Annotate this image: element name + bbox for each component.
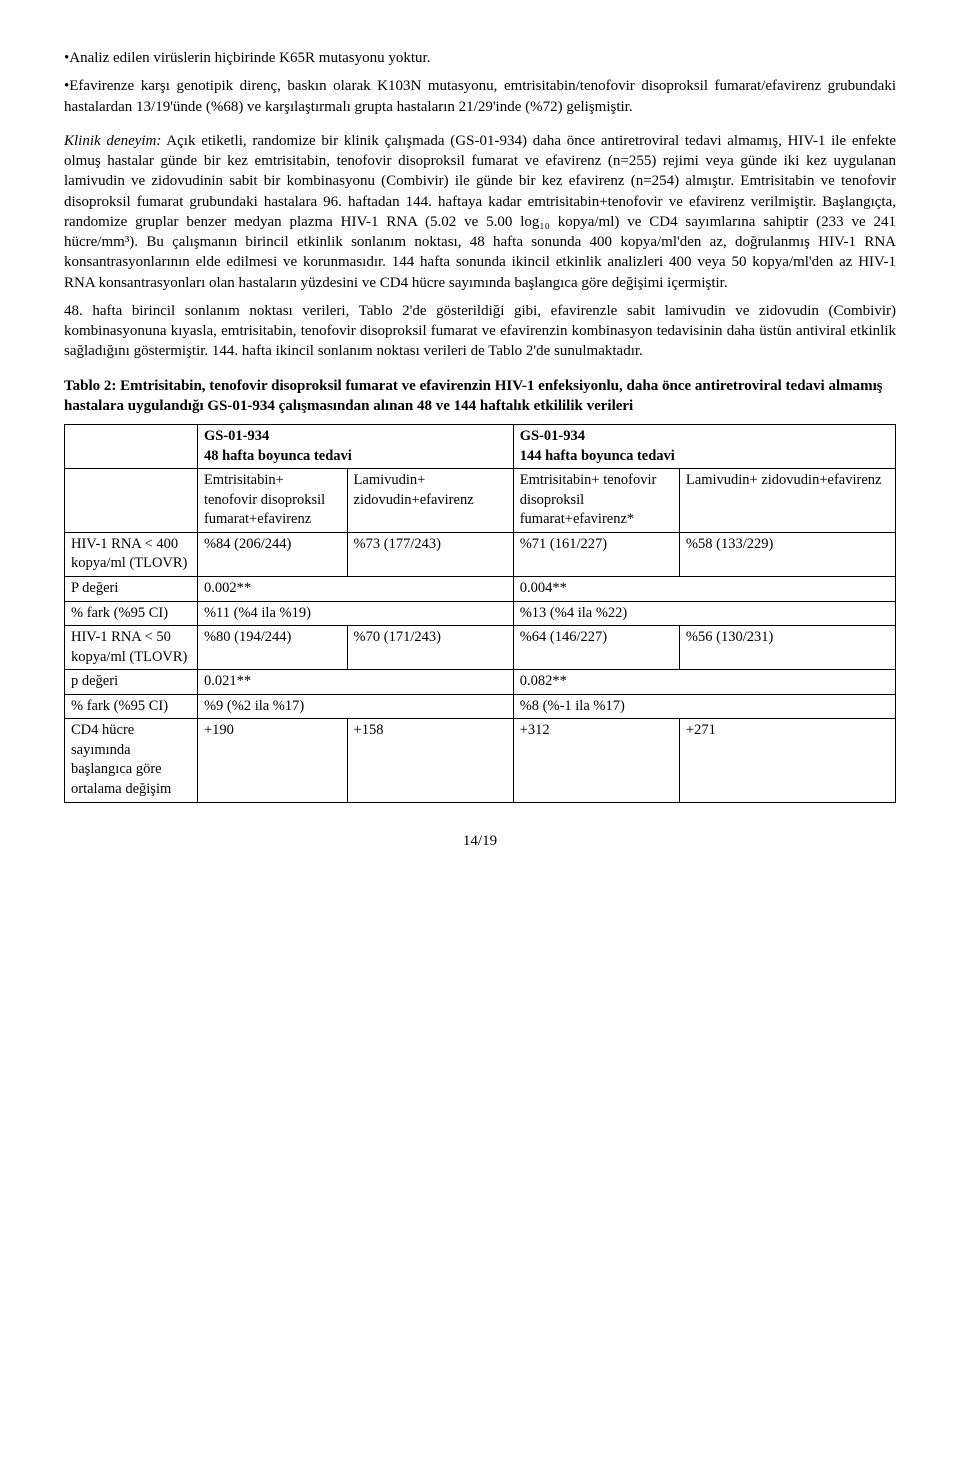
row-cell: %84 (206/244) — [197, 532, 347, 576]
intro-line-1: •Analiz edilen virüslerin hiçbirinde K65… — [64, 48, 896, 68]
row-label: HIV-1 RNA < 50 kopya/ml (TLOVR) — [65, 626, 198, 670]
col-header-3: Emtrisitabin+ tenofovir disoproksil fuma… — [513, 469, 679, 533]
table-col-header-row: Emtrisitabin+ tenofovir disoproksil fuma… — [65, 469, 896, 533]
row-label: HIV-1 RNA < 400 kopya/ml (TLOVR) — [65, 532, 198, 576]
row-cell: %56 (130/231) — [679, 626, 895, 670]
table-header-empty — [65, 425, 198, 469]
row-cell: 0.002** — [197, 576, 513, 601]
table-row: HIV-1 RNA < 400 kopya/ml (TLOVR)%84 (206… — [65, 532, 896, 576]
row-cell: %13 (%4 ila %22) — [513, 601, 895, 626]
table-row: CD4 hücre sayımında başlangıca göre orta… — [65, 719, 896, 802]
row-cell: %9 (%2 ila %17) — [197, 694, 513, 719]
klinik-body: Açık etiketli, randomize bir klinik çalı… — [64, 133, 896, 291]
table-row: P değeri0.002**0.004** — [65, 576, 896, 601]
row-label: p değeri — [65, 670, 198, 695]
row-cell: +190 — [197, 719, 347, 802]
page-number: 14/19 — [64, 831, 896, 851]
row-cell: %80 (194/244) — [197, 626, 347, 670]
col-header-1: Emtrisitabin+ tenofovir disoproksil fuma… — [197, 469, 347, 533]
row-cell: +271 — [679, 719, 895, 802]
row-cell: %11 (%4 ila %19) — [197, 601, 513, 626]
table-group-header-row: GS-01-934 48 hafta boyunca tedavi GS-01-… — [65, 425, 896, 469]
row-cell: %71 (161/227) — [513, 532, 679, 576]
efficacy-table: GS-01-934 48 hafta boyunca tedavi GS-01-… — [64, 424, 896, 803]
intro-line-2: •Efavirenze karşı genotipik direnç, bask… — [64, 76, 896, 117]
paragraph-3: 48. hafta birincil sonlanım noktası veri… — [64, 301, 896, 362]
row-cell: %64 (146/227) — [513, 626, 679, 670]
row-cell: +312 — [513, 719, 679, 802]
row-cell: %73 (177/243) — [347, 532, 513, 576]
row-cell: %8 (%-1 ila %17) — [513, 694, 895, 719]
table-row: HIV-1 RNA < 50 kopya/ml (TLOVR)%80 (194/… — [65, 626, 896, 670]
row-cell: 0.082** — [513, 670, 895, 695]
row-cell: 0.004** — [513, 576, 895, 601]
table-row: p değeri0.021**0.082** — [65, 670, 896, 695]
group-header-144w: GS-01-934 144 hafta boyunca tedavi — [513, 425, 895, 469]
klinik-paragraph: Klinik deneyim: Açık etiketli, randomize… — [64, 131, 896, 293]
table-title: Tablo 2: Emtrisitabin, tenofovir disopro… — [64, 376, 896, 417]
table-row: % fark (%95 CI)%9 (%2 ila %17)%8 (%-1 il… — [65, 694, 896, 719]
col-header-4: Lamivudin+ zidovudin+efavirenz — [679, 469, 895, 533]
table-header-empty-2 — [65, 469, 198, 533]
row-label: % fark (%95 CI) — [65, 694, 198, 719]
col-header-2: Lamivudin+ zidovudin+efavirenz — [347, 469, 513, 533]
klinik-label: Klinik deneyim: — [64, 133, 161, 149]
row-label: % fark (%95 CI) — [65, 601, 198, 626]
row-cell: %70 (171/243) — [347, 626, 513, 670]
row-cell: +158 — [347, 719, 513, 802]
table-row: % fark (%95 CI)%11 (%4 ila %19)%13 (%4 i… — [65, 601, 896, 626]
row-cell: 0.021** — [197, 670, 513, 695]
row-cell: %58 (133/229) — [679, 532, 895, 576]
row-label: CD4 hücre sayımında başlangıca göre orta… — [65, 719, 198, 802]
group-header-48w: GS-01-934 48 hafta boyunca tedavi — [197, 425, 513, 469]
row-label: P değeri — [65, 576, 198, 601]
